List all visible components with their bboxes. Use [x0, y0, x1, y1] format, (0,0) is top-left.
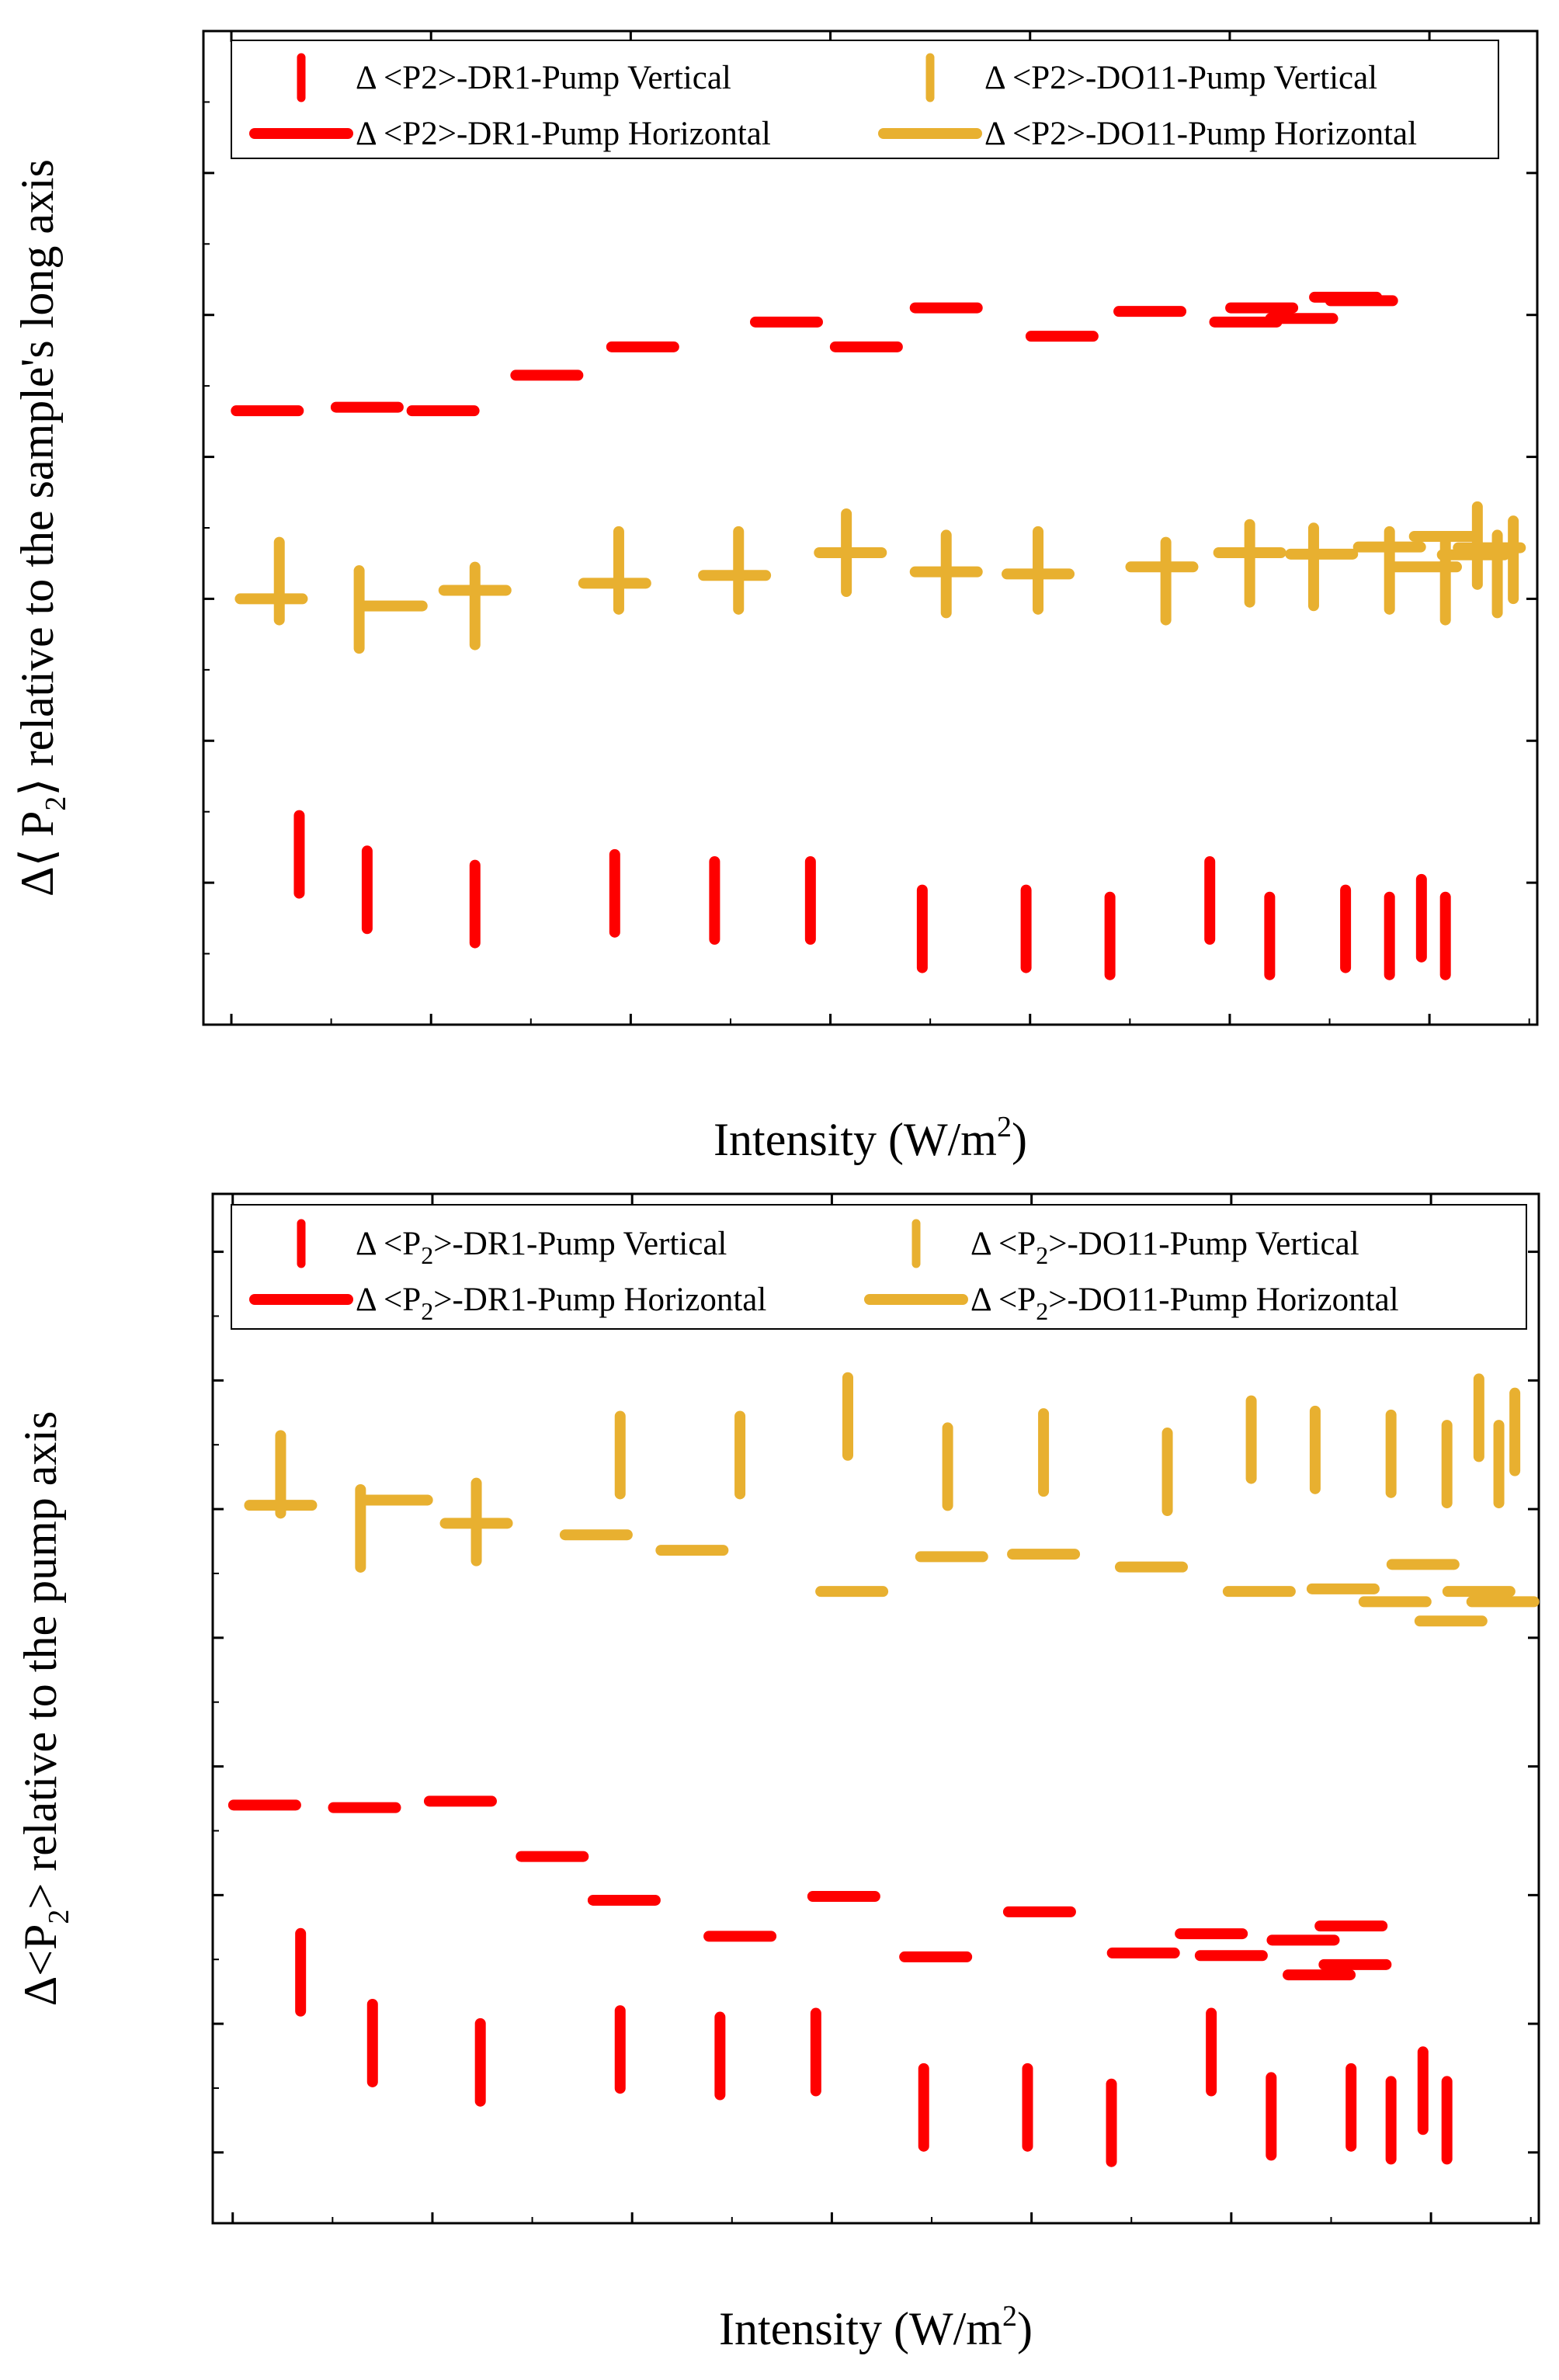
chart-panel-1: Intensity (W/m2) Δ⟨ P2⟩ relative to the s… [12, 29, 1539, 1165]
series-vertical-gold [275, 1372, 1521, 1573]
series-vertical-red [293, 810, 1451, 980]
y-axis-title: Δ<P2> relative to the pump axis [15, 1411, 75, 2007]
legend-box [231, 40, 1499, 159]
legend-label: Δ <P2>-DO11-Pump Horizontal [970, 1282, 1399, 1325]
series-horizontal-gold [244, 1494, 1540, 1627]
chart-panel-2: Intensity (W/m2) Δ<P2> relative to the pu… [15, 1192, 1540, 2354]
series-vertical-red [295, 1927, 1453, 2167]
x-axis-title: Intensity (W/m2) [719, 2300, 1033, 2354]
y-axis-title: Δ⟨ P2⟩ relative to the sample's long axi… [12, 159, 72, 897]
legend: Δ <P2>-DR1-Pump Vertical Δ <P2>-DO11-Pump… [231, 1204, 1527, 1330]
x-axis-title: Intensity (W/m2) [714, 1111, 1027, 1165]
series-horizontal-red [227, 1795, 1392, 1981]
legend-label: Δ <P2>-DR1-Pump Horizontal [356, 116, 771, 152]
series-vertical-gold [273, 501, 1519, 654]
legend-label: Δ <P2>-DR1-Pump Horizontal [356, 1282, 766, 1325]
plot-frame [211, 1192, 1540, 2225]
legend-label: Δ <P2>-DR1-Pump Vertical [356, 60, 731, 96]
legend-label: Δ <P2>-DO11-Pump Vertical [984, 60, 1377, 96]
plot-frame [202, 29, 1539, 1026]
legend: Δ <P2>-DR1-Pump Vertical Δ <P2>-DO11-Pump… [231, 40, 1499, 159]
legend-box [231, 1204, 1527, 1330]
legend-label: Δ <P2>-DO11-Pump Horizontal [984, 116, 1417, 152]
legend-label: Δ <P2>-DO11-Pump Vertical [970, 1226, 1359, 1269]
series-horizontal-red [231, 291, 1398, 417]
legend-label: Δ <P2>-DR1-Pump Vertical [356, 1226, 727, 1269]
series-horizontal-gold [234, 530, 1526, 612]
